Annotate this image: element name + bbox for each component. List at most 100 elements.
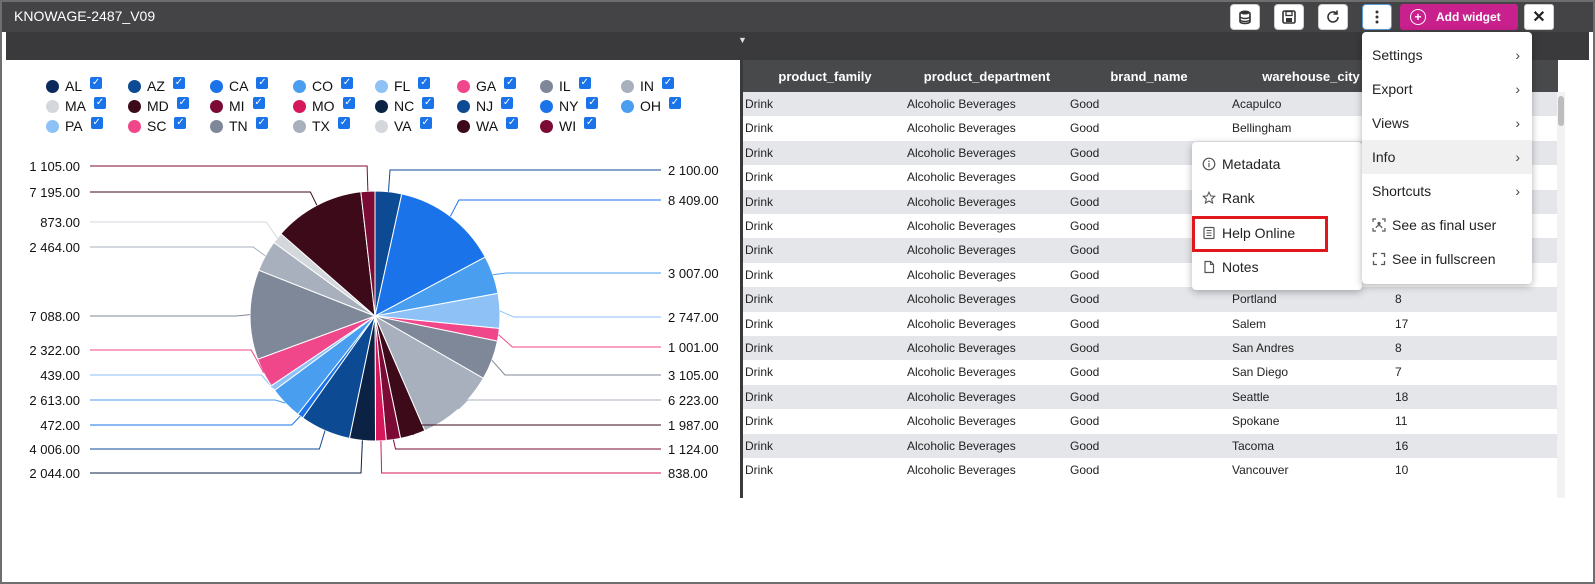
legend-checkbox[interactable]: ✓ <box>174 117 187 129</box>
table-cell: Vancouver <box>1232 463 1289 477</box>
legend-item[interactable]: TN ✓ <box>210 117 268 135</box>
legend-label: MD <box>147 98 169 114</box>
column-header[interactable]: product_department <box>923 69 1051 84</box>
legend-item[interactable]: AZ ✓ <box>128 77 185 95</box>
pie-data-label: 3 007.00 <box>668 266 719 281</box>
menu-item-label: Settings <box>1372 47 1423 63</box>
menu-item-metadata[interactable]: Metadata <box>1192 147 1362 181</box>
table-scrollbar[interactable] <box>1557 92 1565 498</box>
legend-checkbox[interactable]: ✓ <box>341 77 353 89</box>
legend-checkbox[interactable]: ✓ <box>586 97 599 109</box>
table-cell: Good <box>1070 219 1100 233</box>
legend-checkbox[interactable]: ✓ <box>90 117 103 129</box>
refresh-button[interactable] <box>1318 4 1348 30</box>
collapse-caret-icon[interactable]: ▼ <box>738 35 747 45</box>
legend-item[interactable]: VA ✓ <box>375 117 432 135</box>
menu-item-rank[interactable]: Rank <box>1192 181 1362 215</box>
column-header[interactable]: warehouse_city <box>1262 69 1360 84</box>
legend-checkbox[interactable]: ✓ <box>256 77 269 89</box>
table-row[interactable]: Drink Alcoholic Beverages Good Vancouver 10 <box>743 458 1558 483</box>
legend-checkbox[interactable]: ✓ <box>94 97 106 109</box>
legend-checkbox[interactable]: ✓ <box>578 77 591 89</box>
legend-checkbox[interactable]: ✓ <box>506 117 519 129</box>
legend-checkbox[interactable]: ✓ <box>252 97 265 109</box>
legend-item[interactable]: TX ✓ <box>293 117 350 135</box>
legend-item[interactable]: MD ✓ <box>128 97 189 115</box>
menu-item-see-in-fullscreen[interactable]: See in fullscreen <box>1362 242 1532 276</box>
table-cell: Acapulco <box>1232 97 1282 111</box>
legend-checkbox[interactable]: ✓ <box>419 117 432 129</box>
column-header[interactable]: brand_name <box>1110 69 1188 84</box>
legend-item[interactable]: WA ✓ <box>457 117 519 135</box>
legend-checkbox[interactable]: ✓ <box>504 77 517 89</box>
legend-item[interactable]: GA ✓ <box>457 77 517 95</box>
more-options-button[interactable] <box>1362 4 1392 30</box>
menu-item-label: See as final user <box>1392 217 1497 233</box>
table-row[interactable]: Drink Alcoholic Beverages Good Tacoma 16 <box>743 433 1558 458</box>
table-row[interactable]: Drink Alcoholic Beverages Good San Andres 8 <box>743 336 1558 361</box>
legend-checkbox[interactable]: ✓ <box>176 97 189 109</box>
legend-checkbox[interactable]: ✓ <box>337 117 350 129</box>
legend-checkbox[interactable]: ✓ <box>172 77 185 89</box>
legend-item[interactable]: NY ✓ <box>540 97 599 115</box>
pie-slice[interactable] <box>249 269 377 360</box>
menu-item-see-as-final-user[interactable]: See as final user <box>1362 208 1532 242</box>
legend-item[interactable]: MO ✓ <box>293 97 355 115</box>
menu-item-settings[interactable]: Settings › <box>1362 38 1532 72</box>
menu-item-shortcuts[interactable]: Shortcuts › <box>1362 174 1532 208</box>
table-row[interactable]: Drink Alcoholic Beverages Good Seattle 18 <box>743 384 1558 410</box>
legend-checkbox[interactable]: ✓ <box>501 97 514 109</box>
legend-item[interactable]: FL ✓ <box>375 77 431 95</box>
chevron-right-icon: › <box>1515 81 1520 97</box>
legend-checkbox[interactable]: ✓ <box>418 77 431 89</box>
legend-item[interactable]: CA ✓ <box>210 77 269 95</box>
pie-data-label: 7 088.00 <box>29 309 80 324</box>
legend-item[interactable]: CO ✓ <box>293 77 353 95</box>
legend-label: NY <box>559 98 579 114</box>
pie-connector <box>90 314 251 317</box>
table-cell: Drink <box>745 194 774 209</box>
menu-item-export[interactable]: Export › <box>1362 72 1532 106</box>
table-row[interactable]: Drink Alcoholic Beverages Good Salem 17 <box>743 311 1558 336</box>
legend-item[interactable]: WI ✓ <box>540 117 597 135</box>
menu-item-info[interactable]: Info › <box>1362 140 1532 174</box>
scrollbar-thumb[interactable] <box>1558 96 1564 126</box>
legend-item[interactable]: NC ✓ <box>375 97 435 115</box>
pie-slice[interactable] <box>280 191 376 318</box>
legend-swatch <box>293 119 306 133</box>
add-widget-button[interactable]: + Add widget <box>1400 4 1518 30</box>
table-row[interactable]: Drink Alcoholic Beverages Good Portland 8 <box>743 287 1558 312</box>
pie-connector <box>492 272 661 276</box>
legend-item[interactable]: MI ✓ <box>210 97 265 115</box>
dataset-button[interactable] <box>1230 4 1260 30</box>
legend-checkbox[interactable]: ✓ <box>90 77 103 89</box>
legend-item[interactable]: MA ✓ <box>46 97 106 115</box>
legend-checkbox[interactable]: ✓ <box>662 77 674 89</box>
column-header[interactable]: product_family <box>778 69 872 84</box>
close-button[interactable]: ✕ <box>1524 4 1554 30</box>
legend-item[interactable]: IL ✓ <box>540 77 591 95</box>
legend-item[interactable]: AL ✓ <box>46 77 103 95</box>
table-cell: Drink <box>745 170 774 185</box>
pie-connector <box>90 440 363 474</box>
pie-data-label: 439.00 <box>40 368 80 383</box>
menu-item-help-online[interactable]: Help Online <box>1192 216 1362 250</box>
legend-item[interactable]: PA ✓ <box>46 117 103 135</box>
save-button[interactable] <box>1274 4 1304 30</box>
table-row[interactable]: Drink Alcoholic Beverages Good San Diego 7 <box>743 360 1558 385</box>
pie-data-label: 7 195.00 <box>29 185 80 200</box>
legend-checkbox[interactable]: ✓ <box>584 117 597 129</box>
legend-item[interactable]: OH ✓ <box>621 97 681 115</box>
legend-checkbox[interactable]: ✓ <box>669 97 681 109</box>
legend-checkbox[interactable]: ✓ <box>255 117 268 129</box>
legend-item[interactable]: IN ✓ <box>621 77 674 95</box>
menu-item-views[interactable]: Views › <box>1362 106 1532 140</box>
menu-item-notes[interactable]: Notes <box>1192 250 1362 284</box>
legend-item[interactable]: NJ ✓ <box>457 97 514 115</box>
table-row[interactable]: Drink Alcoholic Beverages Good Spokane 11 <box>743 409 1558 434</box>
legend-checkbox[interactable]: ✓ <box>342 97 355 109</box>
user-view-icon <box>1372 218 1386 232</box>
legend-item[interactable]: SC ✓ <box>128 117 187 135</box>
pie-slice[interactable] <box>374 193 486 317</box>
legend-checkbox[interactable]: ✓ <box>422 97 435 109</box>
